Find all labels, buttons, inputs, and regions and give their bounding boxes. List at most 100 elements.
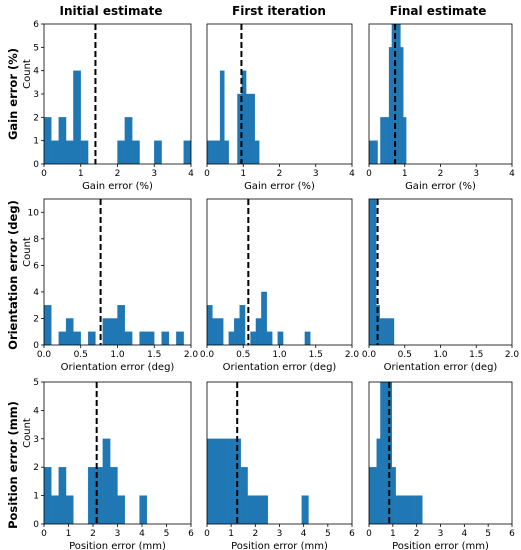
y-axis-label: Count <box>22 237 33 267</box>
histogram-bar <box>414 495 419 524</box>
y-tick-label: 1 <box>33 137 39 147</box>
y-axis-label: Count <box>22 418 33 448</box>
x-axis-label: Gain error (%) <box>82 181 153 192</box>
histogram-bar <box>379 318 384 345</box>
histogram-bar <box>117 305 125 345</box>
histogram-bar <box>110 318 118 345</box>
histogram-bar <box>395 495 400 524</box>
histogram-bar <box>250 93 255 164</box>
column-title-initial: Initial estimate <box>60 4 163 18</box>
histogram-bar <box>383 117 387 164</box>
histogram-bar <box>220 438 228 524</box>
histogram-panel-2-0: 0 1 2 3 4 5 6 0 1 2 3 4 5 Position error (mm) Count <box>22 378 194 550</box>
x-tick-label: 0.0 <box>37 350 52 360</box>
x-tick-label: 1 <box>66 529 72 539</box>
y-tick-label: 8 <box>33 235 39 245</box>
x-tick-label: 1.5 <box>469 350 483 360</box>
x-axis-label: Orientation error (deg) <box>223 362 337 373</box>
y-tick-label: 2 <box>33 314 39 324</box>
histogram-bar <box>403 117 407 164</box>
histogram-bar <box>117 140 125 164</box>
histogram-bar <box>406 495 412 524</box>
histogram-bar <box>227 438 235 524</box>
histogram-bar <box>371 140 375 164</box>
x-tick-label: 0.5 <box>236 350 250 360</box>
histogram-bar <box>384 382 389 524</box>
histogram-bar <box>376 438 381 524</box>
x-tick-label: 1 <box>78 169 84 179</box>
x-tick-label: 0 <box>366 169 372 179</box>
histogram-bar <box>80 140 89 164</box>
y-tick-label: 5 <box>33 43 39 53</box>
histogram-panel-2-2: 0 1 2 3 4 5 6 Position error (mm) <box>366 381 515 550</box>
x-tick-label: 0 <box>204 529 210 539</box>
y-axis-label: Count <box>22 59 33 89</box>
x-tick-label: 3 <box>473 169 479 179</box>
x-tick-label: 1 <box>228 529 234 539</box>
y-tick-label: 4 <box>33 406 39 416</box>
histogram-bar <box>387 382 393 524</box>
histogram-bar <box>146 331 155 345</box>
histogram-bar <box>217 318 224 345</box>
histogram-bar <box>44 467 52 524</box>
histogram-panel-0-2: 0 1 2 3 4 Gain error (%) <box>366 23 515 192</box>
histogram-bar <box>261 291 267 345</box>
y-tick-label: 6 <box>33 261 39 271</box>
y-tick-label: 1 <box>33 492 39 502</box>
histogram-bar <box>139 495 148 524</box>
histogram-bar <box>240 467 248 524</box>
x-tick-label: 3 <box>277 529 283 539</box>
histogram-bar <box>190 140 191 164</box>
x-tick-label: 4 <box>349 169 355 179</box>
x-tick-label: 1.5 <box>309 350 323 360</box>
histogram-bars <box>44 305 184 345</box>
histogram-bar <box>154 140 162 164</box>
x-tick-label: 4 <box>188 169 194 179</box>
histogram-bar <box>190 495 191 524</box>
histogram-bars <box>207 438 309 524</box>
x-tick-label: 3 <box>313 169 319 179</box>
x-tick-label: 0 <box>41 529 47 539</box>
histogram-panel-0-1: 0 1 2 3 4 Gain error (%) <box>204 23 355 192</box>
histogram-bar <box>73 331 81 345</box>
x-tick-label: 2.0 <box>345 350 360 360</box>
x-tick-label: 3 <box>438 529 444 539</box>
histogram-bar <box>219 70 225 164</box>
x-tick-label: 2.0 <box>184 350 199 360</box>
histogram-bars <box>369 199 395 345</box>
x-tick-label: 2 <box>438 169 444 179</box>
x-tick-label: 2.0 <box>505 350 520 360</box>
x-tick-label: 1 <box>390 529 396 539</box>
histogram-bar <box>372 467 377 524</box>
histogram-bar <box>372 199 377 345</box>
histogram-bars <box>369 382 423 524</box>
x-tick-label: 1.0 <box>110 350 125 360</box>
histogram-bar <box>213 438 221 524</box>
histogram-bar <box>207 438 214 524</box>
histogram-bar <box>117 495 125 524</box>
x-axis-label: Gain error (%) <box>405 181 476 192</box>
row-title-gain: Gain error (%) <box>6 48 20 140</box>
histogram-bar <box>234 318 240 345</box>
y-tick-label: 6 <box>33 20 39 30</box>
histogram-bar <box>161 331 170 345</box>
x-tick-label: 0.5 <box>398 350 412 360</box>
histogram-bar <box>369 199 373 345</box>
y-tick-label: 0 <box>33 520 39 530</box>
histogram-bar <box>65 140 74 164</box>
x-tick-label: 1.0 <box>272 350 287 360</box>
y-tick-label: 2 <box>33 113 39 123</box>
histogram-bar <box>400 47 404 164</box>
histogram-bar <box>102 438 111 524</box>
x-tick-label: 0.5 <box>74 350 88 360</box>
histogram-bar <box>65 495 74 524</box>
row-title-orientation: Orientation error (deg) <box>6 200 20 350</box>
x-tick-label: 4 <box>461 529 467 539</box>
histogram-bars <box>44 70 191 164</box>
histogram-bar <box>397 24 401 164</box>
histogram-bars <box>369 24 407 164</box>
histogram-bar <box>388 47 393 164</box>
histogram-bar <box>44 117 52 164</box>
histogram-bar <box>380 117 384 164</box>
